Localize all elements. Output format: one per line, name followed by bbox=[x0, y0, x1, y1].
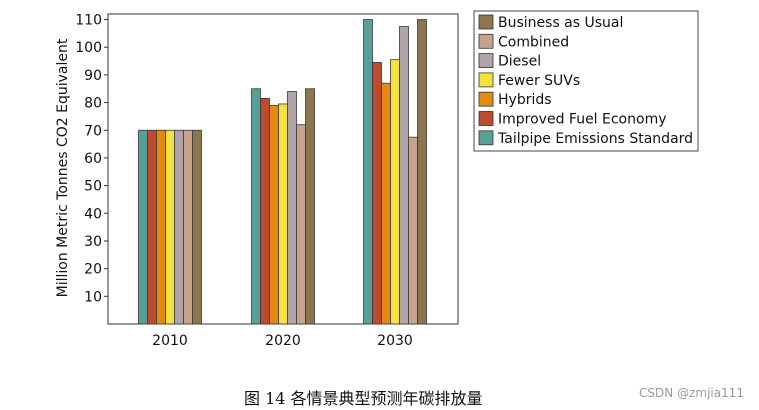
legend-swatch bbox=[478, 91, 494, 107]
bar-tailpipe-emissions-standard-2030 bbox=[363, 19, 373, 325]
x-tick-label: 2020 bbox=[265, 333, 301, 349]
bar-business-as-usual-2020 bbox=[305, 88, 315, 325]
legend-box bbox=[473, 10, 699, 152]
legend: Business as Usual Combined Diesel Fewer SUV… bbox=[473, 10, 699, 152]
bar-improved-fuel-economy-2030 bbox=[372, 62, 382, 325]
legend-swatch bbox=[478, 72, 494, 88]
y-tick-label: 100 bbox=[75, 40, 102, 56]
bar-improved-fuel-economy-2010 bbox=[147, 129, 157, 325]
bar-tailpipe-emissions-standard-2020 bbox=[251, 88, 261, 325]
bar-combined-2020 bbox=[296, 124, 306, 325]
y-tick-label: 50 bbox=[84, 179, 102, 195]
bar-fewer-suvs-2030 bbox=[390, 59, 400, 325]
y-tick-label: 60 bbox=[84, 151, 102, 167]
bar-hybrids-2030 bbox=[381, 82, 391, 325]
legend-swatch bbox=[478, 14, 494, 30]
y-tick-label: 70 bbox=[84, 123, 102, 139]
legend-label: Business as Usual bbox=[498, 15, 623, 31]
x-axis: 2010 2020 2030 bbox=[152, 333, 413, 349]
y-tick-label: 20 bbox=[84, 262, 102, 278]
bar-diesel-2020 bbox=[287, 91, 297, 325]
y-tick-label: 90 bbox=[84, 68, 102, 84]
bar-fewer-suvs-2020 bbox=[278, 103, 288, 325]
y-tick-label: 30 bbox=[84, 234, 102, 250]
y-tick-label: 110 bbox=[75, 13, 102, 29]
legend-swatch bbox=[478, 33, 494, 49]
bar-fewer-suvs-2010 bbox=[165, 129, 175, 325]
bar-hybrids-2010 bbox=[156, 129, 166, 325]
bar-business-as-usual-2030 bbox=[417, 19, 427, 325]
legend-label: Fewer SUVs bbox=[498, 73, 580, 89]
bar-combined-2030 bbox=[408, 136, 418, 325]
bar-tailpipe-emissions-standard-2010 bbox=[138, 129, 148, 325]
legend-swatch bbox=[478, 130, 494, 146]
x-tick-label: 2010 bbox=[152, 333, 188, 349]
legend-swatch bbox=[478, 111, 494, 126]
y-tick-label: 80 bbox=[84, 96, 102, 112]
figure-caption: 图 14 各情景典型预测年碳排放量 bbox=[244, 389, 483, 408]
bar-diesel-2010 bbox=[174, 129, 184, 325]
legend-label: Tailpipe Emissions Standard bbox=[497, 131, 693, 147]
bar-business-as-usual-2010 bbox=[192, 129, 202, 325]
legend-label: Hybrids bbox=[498, 92, 552, 108]
legend-label: Improved Fuel Economy bbox=[498, 112, 667, 128]
bar-combined-2010 bbox=[183, 129, 193, 325]
bar-improved-fuel-economy-2020 bbox=[260, 98, 270, 325]
y-tick-label: 10 bbox=[84, 289, 102, 305]
watermark: CSDN @zmjia111 bbox=[639, 386, 744, 400]
y-axis: 10 20 30 40 50 60 70 80 90 100 110 bbox=[75, 13, 108, 305]
legend-label: Combined bbox=[498, 34, 569, 50]
bar-group bbox=[138, 19, 427, 325]
legend-swatch bbox=[478, 53, 494, 68]
y-axis-title: Million Metric Tonnes CO2 Equivalent bbox=[55, 38, 71, 297]
legend-label: Diesel bbox=[498, 54, 541, 70]
bar-hybrids-2020 bbox=[269, 104, 279, 325]
bar-diesel-2030 bbox=[399, 26, 409, 325]
y-tick-label: 40 bbox=[84, 206, 102, 222]
x-tick-label: 2030 bbox=[377, 333, 413, 349]
